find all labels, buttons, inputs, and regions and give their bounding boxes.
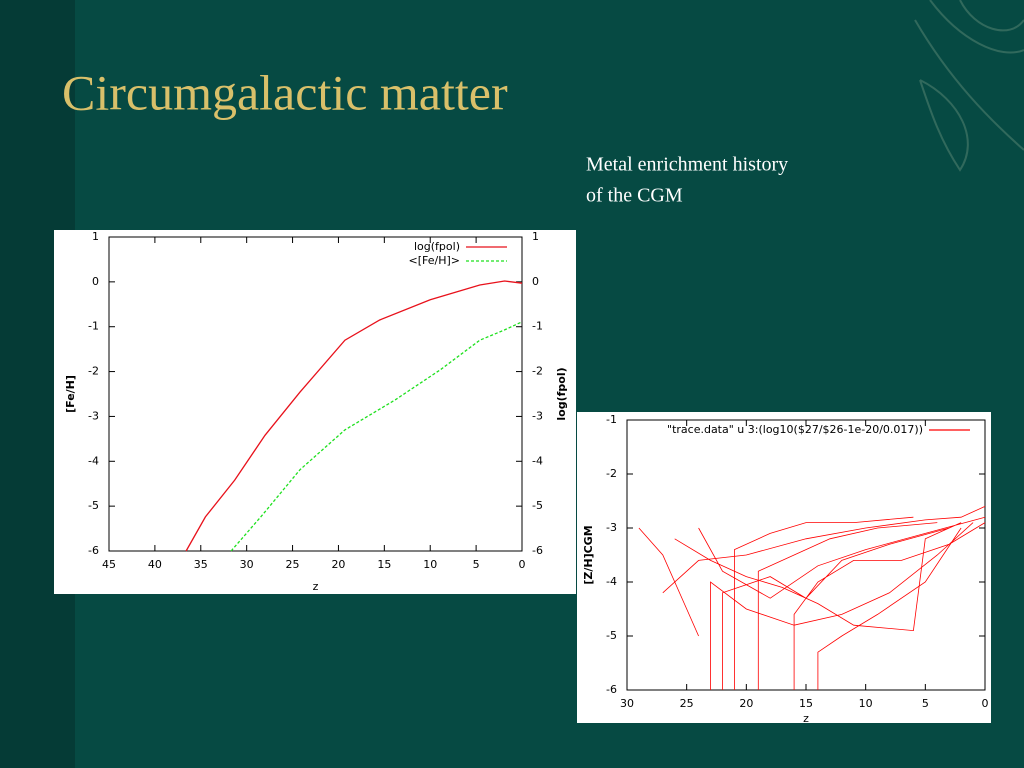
legend-label: log(fpol) (414, 240, 460, 253)
y-tick-label: -4 (606, 575, 617, 588)
y-tick-label: -3 (606, 521, 617, 534)
y-tick-label: -3 (88, 409, 99, 422)
caption-line: of the CGM (586, 185, 683, 207)
series-line (185, 280, 523, 552)
y2-tick-label: -4 (532, 454, 543, 467)
y2-axis-label: log(fpol) (555, 367, 568, 420)
x-tick-label: 30 (240, 558, 254, 571)
plot-frame (626, 419, 986, 691)
y-tick-label: -1 (606, 413, 617, 426)
x-axis-label: z (313, 580, 319, 593)
y-tick-label: -6 (88, 544, 99, 557)
x-tick-label: 15 (377, 558, 391, 571)
x-tick-label: 30 (620, 697, 634, 710)
chart-panel (577, 412, 991, 723)
legend-label: <[Fe/H]> (409, 254, 461, 267)
y-tick-label: -6 (606, 683, 617, 696)
x-tick-label: 25 (680, 697, 694, 710)
series-line (230, 321, 523, 552)
y2-tick-label: -5 (532, 499, 543, 512)
x-tick-label: 20 (739, 697, 753, 710)
x-tick-label: 35 (194, 558, 208, 571)
y-tick-label: -4 (88, 454, 99, 467)
plot-frame (108, 236, 523, 552)
y-tick-label: -2 (88, 365, 99, 378)
x-tick-label: 15 (799, 697, 813, 710)
y2-tick-label: 0 (532, 275, 539, 288)
y2-tick-label: -6 (532, 544, 543, 557)
y-tick-label: 0 (92, 275, 99, 288)
y-tick-label: -5 (606, 629, 617, 642)
y2-tick-label: -2 (532, 365, 543, 378)
y-tick-label: 1 (92, 230, 99, 243)
y2-tick-label: 1 (532, 230, 539, 243)
caption-line: Metal enrichment history (586, 154, 788, 176)
y-axis-label: [Fe/H] (64, 375, 77, 413)
legend-label: "trace.data" u 3:(log10($27/$26-1e-20/0.… (667, 423, 923, 436)
x-tick-label: 5 (922, 697, 929, 710)
corner-ornament (914, 0, 1024, 172)
x-tick-label: 0 (519, 558, 526, 571)
y-axis-label: [Z/H]CGM (582, 525, 595, 584)
x-tick-label: 10 (423, 558, 437, 571)
x-tick-label: 0 (982, 697, 989, 710)
chart-panel (54, 230, 576, 594)
x-tick-label: 20 (331, 558, 345, 571)
x-tick-label: 10 (859, 697, 873, 710)
y-tick-label: -2 (606, 467, 617, 480)
x-axis-label: z (803, 712, 809, 725)
y-tick-label: -1 (88, 320, 99, 333)
slide-title: Circumgalactic matter (62, 64, 508, 120)
series-line (638, 506, 986, 690)
x-tick-label: 40 (148, 558, 162, 571)
x-tick-label: 5 (473, 558, 480, 571)
y2-tick-label: -3 (532, 409, 543, 422)
y2-tick-label: -1 (532, 320, 543, 333)
x-tick-label: 45 (102, 558, 116, 571)
y-tick-label: -5 (88, 499, 99, 512)
x-tick-label: 25 (286, 558, 300, 571)
